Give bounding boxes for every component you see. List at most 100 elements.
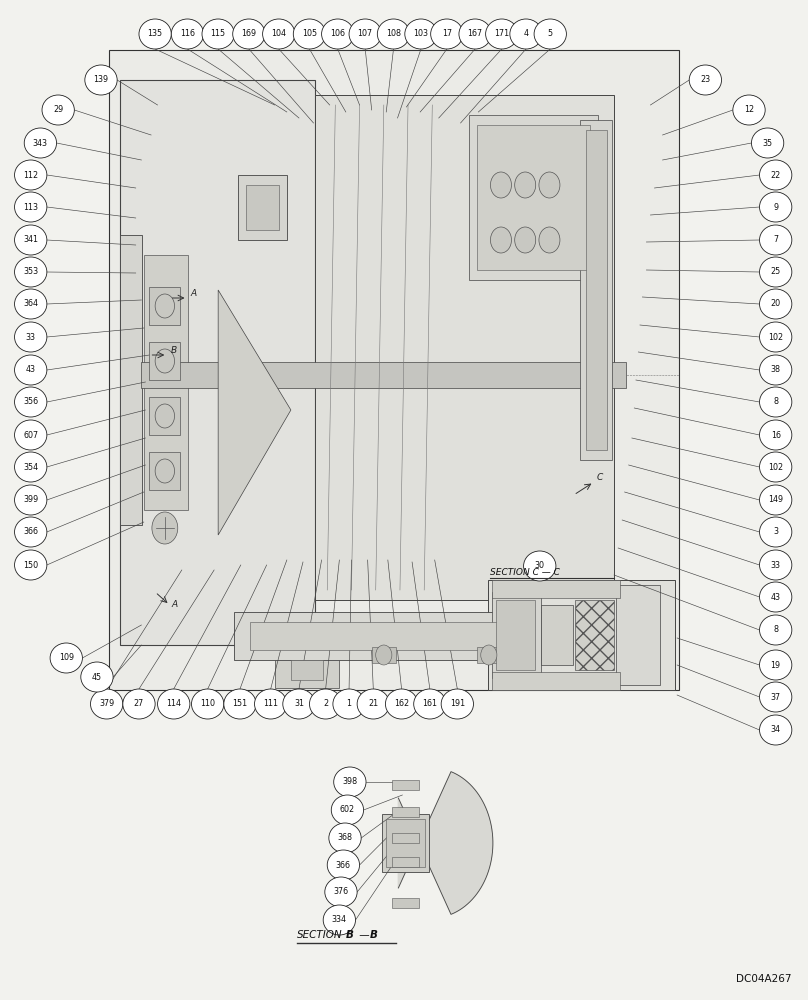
Ellipse shape	[81, 662, 113, 692]
Text: B: B	[170, 346, 177, 355]
Bar	[149, 287, 180, 325]
Text: 43: 43	[771, 592, 781, 601]
Text: 45: 45	[92, 672, 102, 682]
Ellipse shape	[760, 355, 792, 385]
Bar	[392, 780, 419, 790]
Bar	[246, 185, 279, 230]
Ellipse shape	[760, 420, 792, 450]
Ellipse shape	[760, 715, 792, 745]
Ellipse shape	[760, 192, 792, 222]
Ellipse shape	[171, 19, 204, 49]
Ellipse shape	[334, 767, 366, 797]
Ellipse shape	[15, 387, 47, 417]
Bar	[580, 120, 612, 460]
Text: B: B	[346, 930, 354, 940]
Ellipse shape	[50, 643, 82, 673]
Ellipse shape	[349, 19, 381, 49]
Circle shape	[376, 645, 392, 665]
Ellipse shape	[263, 19, 295, 49]
Text: 399: 399	[23, 495, 38, 504]
Ellipse shape	[751, 128, 784, 158]
Ellipse shape	[689, 65, 722, 95]
Text: 116: 116	[180, 29, 195, 38]
Ellipse shape	[322, 19, 354, 49]
Ellipse shape	[123, 689, 155, 719]
Text: 106: 106	[330, 29, 345, 38]
Text: 398: 398	[343, 778, 357, 786]
Ellipse shape	[405, 19, 437, 49]
Ellipse shape	[760, 615, 792, 645]
Text: 29: 29	[53, 105, 63, 114]
Circle shape	[539, 227, 560, 253]
Ellipse shape	[191, 689, 224, 719]
Text: —: —	[356, 930, 373, 940]
Ellipse shape	[158, 689, 190, 719]
Ellipse shape	[760, 322, 792, 352]
Ellipse shape	[327, 850, 360, 880]
Text: 368: 368	[338, 834, 352, 842]
Circle shape	[490, 172, 511, 198]
Text: 30: 30	[535, 562, 545, 570]
Bar	[238, 175, 287, 240]
Ellipse shape	[760, 387, 792, 417]
Text: 104: 104	[271, 29, 286, 38]
Text: 23: 23	[701, 76, 710, 85]
Bar	[575, 600, 614, 670]
Text: 191: 191	[450, 700, 465, 708]
Ellipse shape	[760, 550, 792, 580]
Bar	[372, 647, 396, 663]
Text: 161: 161	[423, 700, 437, 708]
Text: 38: 38	[771, 365, 781, 374]
Text: 3: 3	[773, 528, 778, 536]
Ellipse shape	[333, 689, 365, 719]
Text: 43: 43	[26, 365, 36, 374]
Text: 5: 5	[548, 29, 553, 38]
Ellipse shape	[283, 689, 315, 719]
Text: 135: 135	[148, 29, 162, 38]
Text: SECTION C — C: SECTION C — C	[490, 568, 560, 577]
Bar	[120, 235, 142, 525]
Ellipse shape	[486, 19, 518, 49]
Bar	[492, 592, 541, 678]
Bar	[386, 819, 425, 867]
Ellipse shape	[15, 257, 47, 287]
Text: 110: 110	[200, 700, 215, 708]
Bar	[315, 95, 614, 600]
Text: 31: 31	[294, 700, 304, 708]
Text: 17: 17	[442, 29, 452, 38]
Text: 353: 353	[23, 267, 38, 276]
Text: 35: 35	[763, 138, 772, 147]
Text: 171: 171	[494, 29, 509, 38]
Ellipse shape	[760, 682, 792, 712]
Bar	[149, 397, 180, 435]
Ellipse shape	[85, 65, 117, 95]
Text: 111: 111	[263, 700, 278, 708]
Ellipse shape	[224, 689, 256, 719]
Text: 356: 356	[23, 397, 38, 406]
Text: 33: 33	[26, 332, 36, 342]
Bar	[392, 807, 419, 817]
Text: 149: 149	[768, 495, 783, 504]
Bar	[291, 660, 323, 680]
Circle shape	[515, 172, 536, 198]
Ellipse shape	[15, 517, 47, 547]
Ellipse shape	[15, 225, 47, 255]
Bar	[149, 452, 180, 490]
Text: 102: 102	[768, 462, 783, 472]
Text: 366: 366	[336, 860, 351, 869]
Bar	[392, 898, 419, 908]
Ellipse shape	[325, 877, 357, 907]
Bar	[149, 342, 180, 380]
Bar	[477, 647, 501, 663]
Text: 22: 22	[771, 170, 781, 180]
Ellipse shape	[15, 160, 47, 190]
Polygon shape	[398, 772, 493, 914]
Ellipse shape	[255, 689, 287, 719]
Bar	[488, 580, 675, 690]
Bar	[616, 585, 660, 685]
Text: 20: 20	[771, 300, 781, 308]
Text: C: C	[596, 473, 603, 482]
Ellipse shape	[24, 128, 57, 158]
Text: 366: 366	[23, 528, 38, 536]
Ellipse shape	[534, 19, 566, 49]
